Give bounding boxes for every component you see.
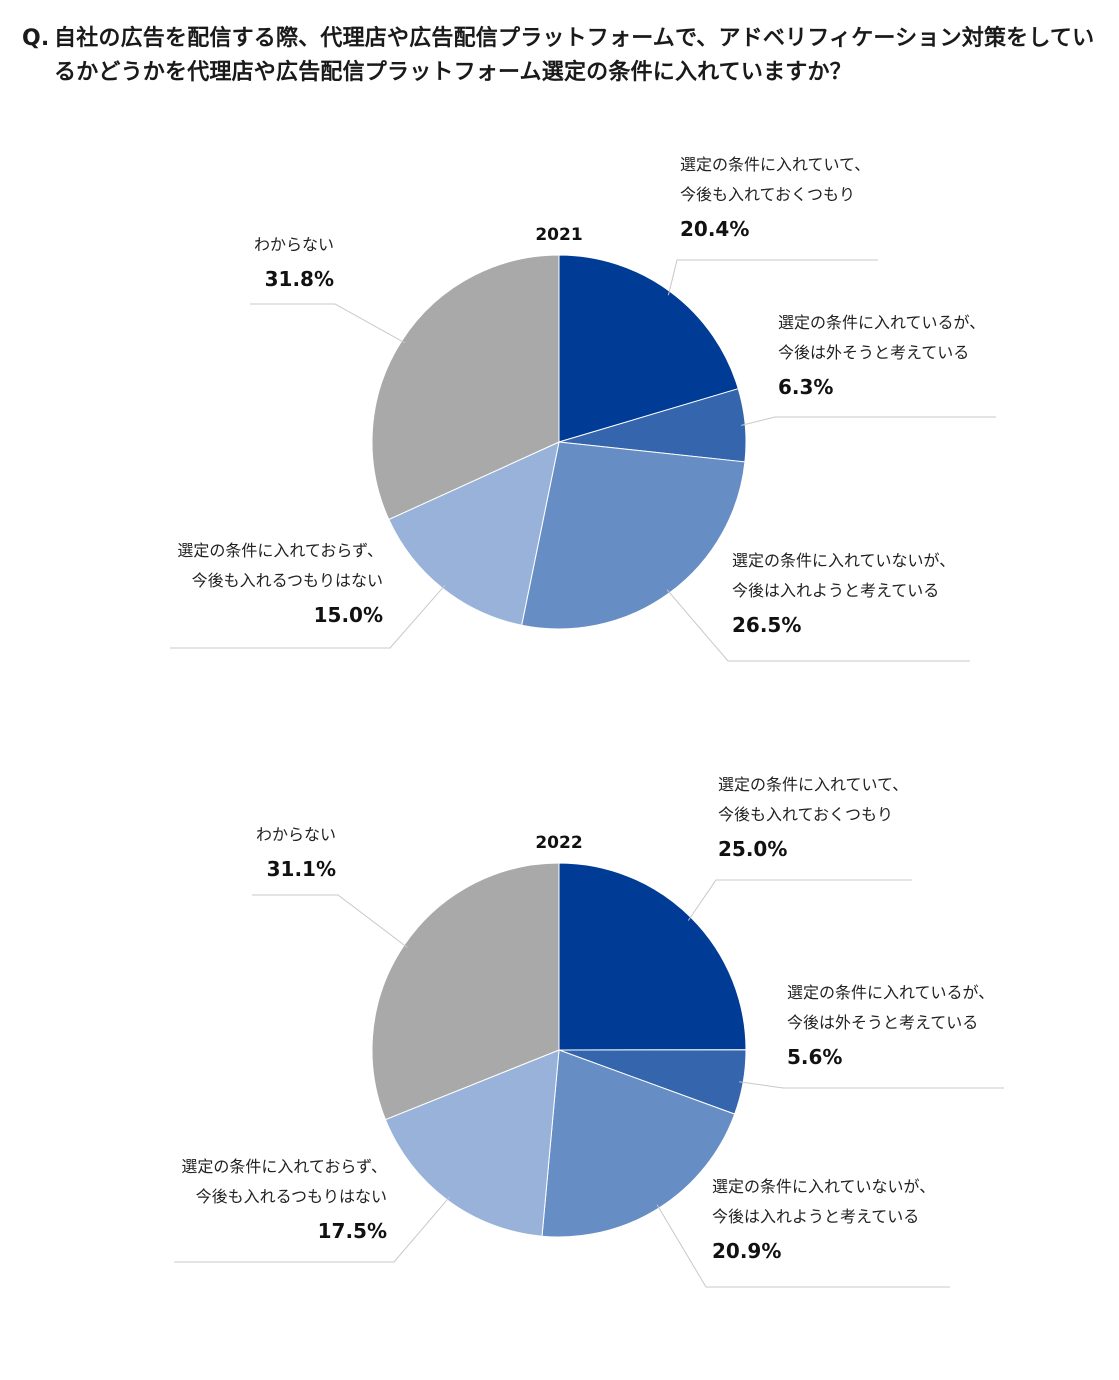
pie-chart-2022: 2022 選定の条件に入れていて、今後も入れておくつもり 25.0% 選定の条件に入れ…	[174, 775, 1004, 1288]
slice-label-2-line-0: 選定の条件に入れていないが、	[712, 1177, 935, 1196]
slice-label-2-line-1: 今後は入れようと考えている	[712, 1207, 919, 1226]
slice-value-label-3: 17.5%	[318, 1219, 387, 1243]
slice-label-3-line-0: 選定の条件に入れておらず、	[181, 1157, 387, 1176]
slice-value-label-3: 15.0%	[314, 603, 383, 627]
question-text-block: Q. 自社の広告を配信する際、代理店や広告配信プラットフォームで、アドベリフィケ…	[22, 22, 1102, 90]
slice-label-3-line-0: 選定の条件に入れておらず、	[177, 541, 383, 560]
leader-line-2	[656, 1204, 950, 1288]
slice-value-label-1: 6.3%	[778, 375, 833, 399]
slice-label-3-line-1: 今後も入れるつもりはない	[192, 571, 383, 590]
pie-chart-2021: 2021 選定の条件に入れていて、今後も入れておくつもり 20.4% 選定の条件に入れ…	[170, 155, 996, 662]
slice-label-0-line-1: 今後も入れておくつもり	[718, 805, 893, 824]
leader-line-0	[687, 879, 912, 921]
slice-label-1-line-0: 選定の条件に入れているが、	[787, 983, 994, 1002]
leader-line-1	[739, 1081, 1004, 1089]
slice-label-1-line-0: 選定の条件に入れているが、	[778, 313, 985, 332]
leader-line-4	[250, 303, 406, 344]
pie-slice-2	[521, 441, 746, 630]
slice-label-0-line-0: 選定の条件に入れていて、	[718, 775, 908, 794]
slice-value-label-2: 26.5%	[732, 613, 801, 637]
pie-slice-0	[558, 254, 739, 443]
leader-line-2	[666, 589, 970, 662]
question-text: 自社の広告を配信する際、代理店や広告配信プラットフォームで、アドベリフィケーショ…	[54, 26, 1095, 85]
leader-line-3	[170, 584, 446, 649]
slice-label-4-line-0: わからない	[256, 825, 336, 844]
slice-label-1-line-1: 今後は外そうと考えている	[778, 343, 969, 362]
slice-value-label-2: 20.9%	[712, 1239, 781, 1263]
slice-label-4-line-0: わからない	[254, 235, 334, 254]
slice-label-1-line-1: 今後は外そうと考えている	[787, 1013, 978, 1032]
slice-value-label-0: 20.4%	[680, 217, 749, 241]
slice-label-2-line-1: 今後は入れようと考えている	[732, 581, 939, 600]
leader-line-4	[252, 894, 408, 948]
leader-line-1	[741, 416, 996, 426]
slice-value-label-1: 5.6%	[787, 1045, 842, 1069]
slice-label-0-line-0: 選定の条件に入れていて、	[680, 155, 870, 174]
slice-label-0-line-1: 今後も入れておくつもり	[680, 185, 855, 204]
chart-year-title: 2021	[535, 225, 582, 245]
slice-label-3-line-1: 今後も入れるつもりはない	[196, 1187, 387, 1206]
slice-value-label-0: 25.0%	[718, 837, 787, 861]
slice-value-label-4: 31.8%	[265, 267, 334, 291]
slice-value-label-4: 31.1%	[267, 857, 336, 881]
question-prefix: Q.	[22, 26, 50, 51]
slice-label-2-line-0: 選定の条件に入れていないが、	[732, 551, 955, 570]
leader-line-0	[667, 259, 878, 296]
pie-slice-0	[558, 862, 747, 1051]
chart-year-title: 2022	[535, 833, 582, 853]
leader-line-3	[174, 1196, 451, 1263]
